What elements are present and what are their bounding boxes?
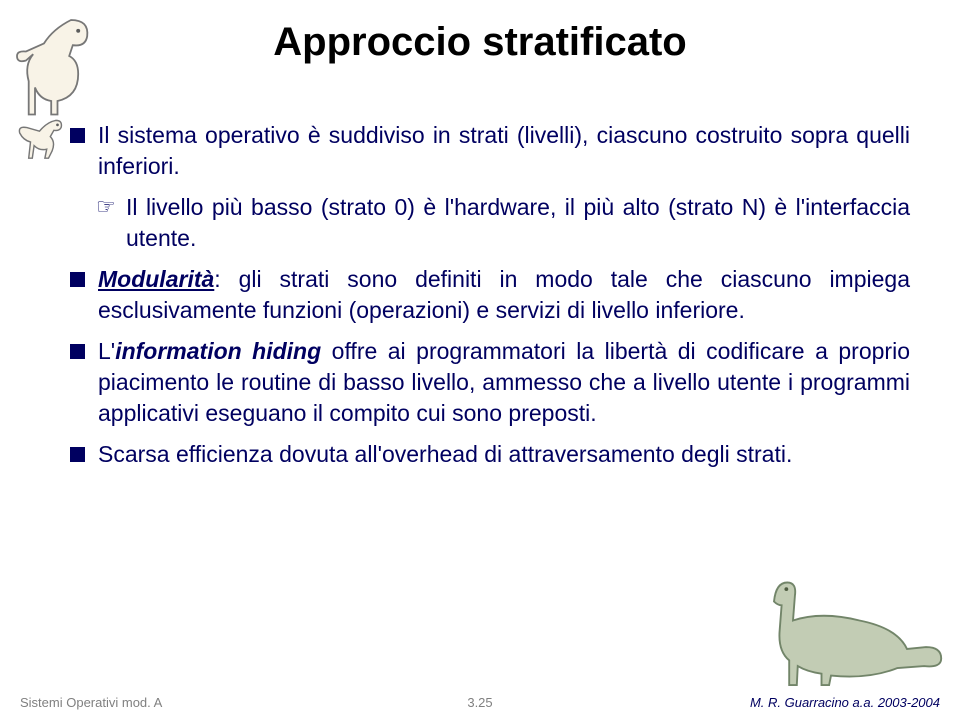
dino-brachio-icon (755, 570, 945, 690)
bullet-strong: information hiding (115, 338, 321, 364)
square-bullet-icon (70, 447, 85, 462)
slide: Approccio stratificato Il sistema operat… (0, 0, 960, 720)
square-bullet-icon (70, 272, 85, 287)
bullet-item: L'information hiding offre ai programmat… (70, 336, 910, 429)
slide-title: Approccio stratificato (0, 20, 960, 65)
bullet-item: Scarsa efficienza dovuta all'overhead di… (70, 439, 910, 470)
bullet-pre: L' (98, 338, 115, 364)
pointer-icon: ☞ (96, 192, 116, 222)
slide-content: Il sistema operativo è suddiviso in stra… (70, 120, 910, 480)
bullet-item: Il sistema operativo è suddiviso in stra… (70, 120, 910, 182)
footer-right: M. R. Guarracino a.a. 2003-2004 (750, 695, 940, 710)
square-bullet-icon (70, 344, 85, 359)
bullet-text: Scarsa efficienza dovuta all'overhead di… (98, 441, 792, 467)
bullet-text: Il sistema operativo è suddiviso in stra… (98, 122, 910, 179)
footer: Sistemi Operativi mod. A 3.25 M. R. Guar… (0, 690, 960, 710)
square-bullet-icon (70, 128, 85, 143)
sub-bullet-item: ☞ Il livello più basso (strato 0) è l'ha… (100, 192, 910, 254)
bullet-text: : gli strati sono definiti in modo tale … (98, 266, 910, 323)
bullet-item: Modularità: gli strati sono definiti in … (70, 264, 910, 326)
sub-bullet-text: Il livello più basso (strato 0) è l'hard… (126, 194, 910, 251)
bullet-strong: Modularità (98, 266, 214, 292)
dino-raptor-icon (12, 115, 67, 160)
